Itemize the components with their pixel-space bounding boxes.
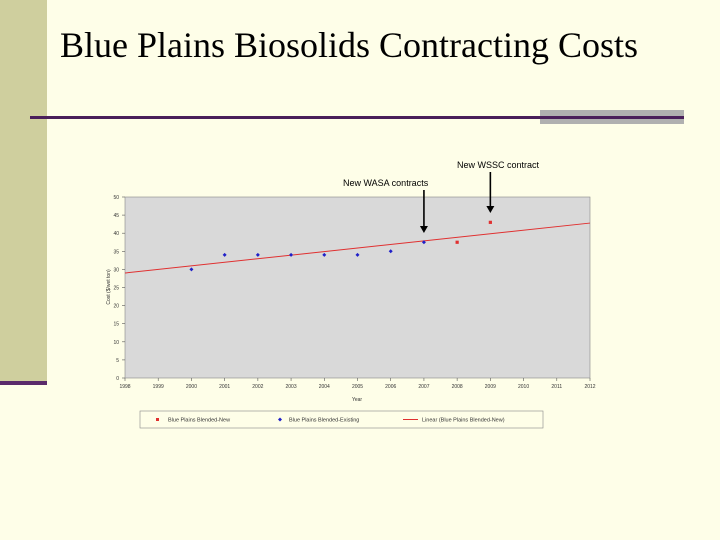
y-tick-label: 50 [113,195,119,201]
annotation-arrow-head [486,206,495,213]
legend-box [139,410,544,429]
x-tick-label: 2006 [385,384,396,390]
data-point-existing [355,252,360,257]
legend-marker-new [156,418,159,421]
x-tick-label: 2005 [352,384,363,390]
left-decor-bar [0,0,47,384]
x-tick-label: 2002 [252,384,263,390]
legend-marker-existing [278,417,282,422]
y-tick-label: 5 [116,358,119,364]
y-tick-label: 45 [113,213,119,219]
data-point-existing [421,240,426,245]
data-point-existing [322,252,327,257]
x-tick-label: 2007 [418,384,429,390]
wssc-annotation: New WSSC contract [457,160,540,170]
annotation-arrow-head [419,226,428,233]
data-point-existing [388,249,393,254]
y-tick-label: 25 [113,286,119,292]
y-tick-label: 10 [113,340,119,346]
x-tick-label: 2011 [551,384,562,390]
legend-label-trend: Linear (Blue Plains Blended-New) [422,418,505,424]
title-rule [30,116,684,119]
data-point-existing [222,252,227,257]
data-point-existing [255,252,260,257]
slide-title: Blue Plains Biosolids Contracting Costs [60,25,639,65]
x-tick-label: 2010 [518,384,529,390]
x-tick-label: 1999 [153,384,164,390]
x-axis-label: Year [352,397,362,403]
plot-area [124,196,591,379]
wasa-annotation: New WASA contracts [343,178,429,188]
data-point-existing [289,252,294,257]
y-tick-label: 0 [116,376,119,382]
y-tick-label: 20 [113,304,119,310]
y-tick-label: 40 [113,231,119,237]
x-tick-label: 2009 [485,384,496,390]
y-tick-label: 15 [113,322,119,328]
data-point-new [488,220,492,224]
x-tick-label: 2008 [452,384,463,390]
y-axis-label: Cost ($/wet ton) [106,269,112,305]
x-tick-label: 2012 [584,384,595,390]
x-tick-label: 1998 [119,384,130,390]
x-tick-label: 2001 [219,384,230,390]
x-tick-label: 2003 [286,384,297,390]
trendline [124,222,591,274]
x-tick-label: 2000 [186,384,197,390]
data-point-existing [189,267,194,272]
x-tick-label: 2004 [319,384,330,390]
left-decor-accent [0,381,47,385]
y-tick-label: 30 [113,267,119,273]
data-point-new [455,240,459,244]
y-tick-label: 35 [113,249,119,255]
legend-label-new: Blue Plains Blended-New [168,418,230,424]
legend-label-existing: Blue Plains Blended-Existing [289,418,359,424]
